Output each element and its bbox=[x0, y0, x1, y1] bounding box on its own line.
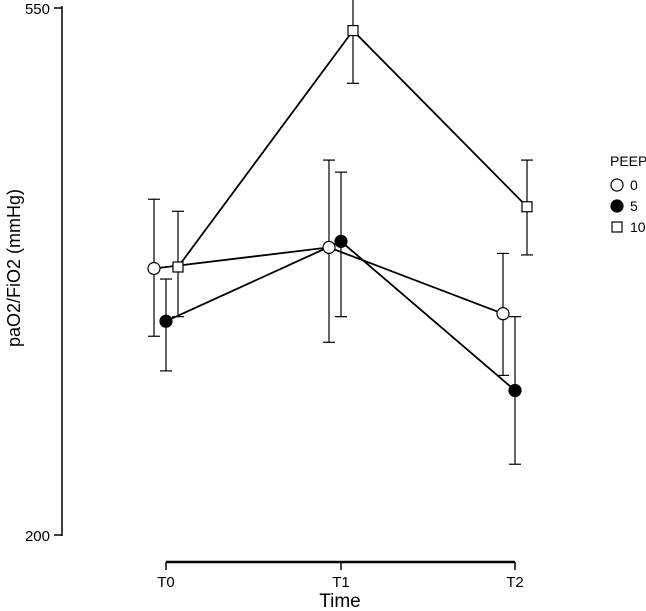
data-point bbox=[508, 383, 522, 398]
legend: PEEP 0 5 10 bbox=[610, 153, 646, 235]
y-tick-label: 200 bbox=[25, 528, 50, 545]
x-tick-label: T1 bbox=[332, 574, 350, 591]
data-point bbox=[334, 234, 348, 248]
x-tick-label: T0 bbox=[157, 574, 175, 591]
series-0-points bbox=[147, 240, 510, 321]
y-axis-label: paO2/FiO2 (mmHg) bbox=[4, 189, 24, 347]
x-axis-label: Time bbox=[319, 591, 361, 611]
series-5-points bbox=[159, 234, 522, 398]
series-10-points bbox=[172, 24, 533, 273]
data-point bbox=[159, 314, 173, 328]
data-point bbox=[147, 261, 161, 276]
legend-marker-0 bbox=[610, 178, 624, 192]
series-5-error-bars bbox=[160, 171, 521, 465]
data-point bbox=[322, 240, 336, 255]
y-tick-label: 550 bbox=[25, 1, 50, 18]
data-point bbox=[172, 261, 184, 273]
legend-title: PEEP bbox=[610, 153, 646, 169]
series-0-error-bars bbox=[148, 159, 509, 376]
legend-marker-10 bbox=[611, 221, 623, 233]
x-axis: T0 T1 T2 Time bbox=[157, 560, 524, 611]
legend-label-0: 0 bbox=[630, 177, 638, 193]
plot-area bbox=[147, 0, 533, 465]
data-point bbox=[496, 307, 510, 321]
legend-label-5: 5 bbox=[630, 198, 638, 214]
data-point bbox=[347, 24, 359, 37]
y-axis: 200 550 paO2/FiO2 (mmHg) bbox=[4, 1, 63, 545]
x-tick-label: T2 bbox=[506, 574, 524, 591]
data-point bbox=[521, 201, 533, 213]
legend-label-10: 10 bbox=[630, 219, 646, 235]
legend-marker-5 bbox=[610, 199, 624, 213]
